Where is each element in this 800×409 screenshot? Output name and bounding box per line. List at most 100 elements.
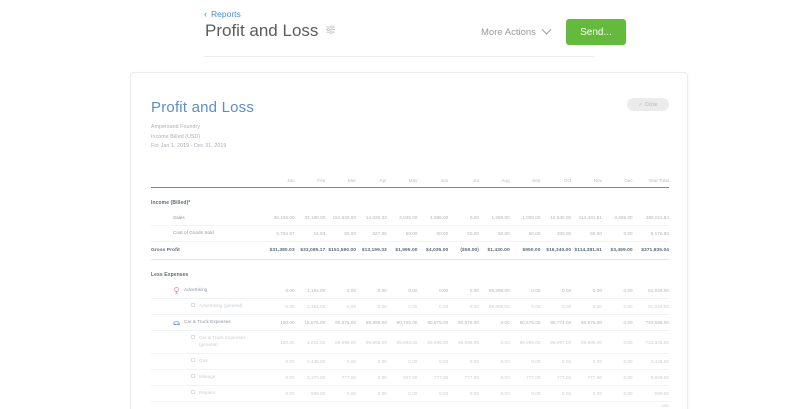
row-label: Sales (173, 214, 185, 220)
column-header-year-total: Year Total (648, 178, 669, 183)
cell-year-total: 91,049.00 (632, 298, 669, 316)
report-basis: Income Billed (USD) (151, 133, 201, 140)
total-dec: $3,499.00 (601, 241, 633, 261)
cell-feb: 15,676.00 (294, 314, 326, 332)
report-title: Profit and Loss (151, 99, 255, 116)
section-heading-row: Less Expenses (151, 260, 669, 284)
column-header-feb: Feb (317, 178, 326, 183)
cell-apr: 0.00 (356, 283, 387, 300)
cell-sep: 89,898.00 (509, 330, 541, 354)
row-label: Mileage (199, 373, 216, 379)
cell-dec: 0.00 (601, 314, 633, 332)
cell-feb: 1,151.00 (294, 283, 326, 300)
column-header-nov: Nov (593, 178, 602, 183)
cell-sep: 90,675.00 (509, 314, 541, 332)
checkbox-icon[interactable] (191, 373, 195, 378)
table-row[interactable]: Repairs 0.00 696.00 0.00 0.00 0.00 0.00 0.00 0.0… (151, 385, 669, 402)
row-label-cell: Car & Truck Expenses (151, 314, 264, 332)
checkbox-icon[interactable] (191, 303, 195, 308)
checkbox-icon[interactable] (191, 389, 195, 394)
breadcrumb-reports-link[interactable]: ‹ Reports (204, 9, 241, 19)
row-label: Gas (199, 357, 208, 363)
cell-dec: 0.00 (601, 298, 633, 316)
cell-mar: 0.00 (325, 353, 357, 370)
report-meta: Ampersand Foundry Income Billed (USD) Fo… (151, 123, 226, 152)
cell-apr: 89,898.00 (356, 314, 387, 332)
column-header-jun: Jun (440, 178, 449, 183)
total-apr: $13,199.33 (356, 241, 387, 261)
table-row[interactable]: Cost of Goods Sold 6,784.97 14.83 50.00 827.… (151, 225, 669, 243)
table-row[interactable]: Car & Truck Expenses (general) 150.00 4,91… (151, 330, 669, 354)
total-sep: $950.00 (509, 241, 541, 261)
table-row[interactable]: Sales 38,165.00 33,100.00 151,640.00 14,026.… (151, 210, 669, 227)
cell-dec: 0.00 (601, 353, 633, 370)
row-label-cell: Cost of Goods Sold (151, 225, 264, 243)
total-jul: ($50.00) (448, 241, 479, 261)
checkbox-icon[interactable] (191, 357, 195, 362)
cell-dec: 0.00 (601, 369, 633, 386)
cell-nov: 0.00 (571, 353, 602, 370)
chevron-left-icon: ‹ (204, 8, 207, 19)
cell-apr: 0.00 (356, 353, 387, 370)
cell-may: 827.00 (386, 369, 418, 386)
cell-nov: 50.00 (571, 225, 602, 243)
row-label-cell: Advertising (general) (151, 298, 264, 316)
row-label: Car & Truck Expenses (general) (198, 335, 246, 348)
cell-jul: 89,898.00 (448, 330, 479, 354)
column-header-dec: Dec (624, 178, 633, 183)
cell-apr: 0.00 (356, 385, 387, 402)
column-header-apr: Apr (379, 178, 387, 183)
send-button[interactable]: Send... (566, 19, 626, 45)
chevron-down-icon (541, 24, 552, 35)
cell-aug: 89,898.00 (479, 298, 510, 316)
cell-nov: 89,898.00 (571, 330, 602, 354)
row-label-cell: Gas (151, 353, 264, 370)
cell-year-total: 8,176.80 (632, 225, 669, 243)
cell-sep: 0.00 (509, 283, 541, 300)
cell-jul: 50.00 (448, 225, 479, 243)
section-heading-row: Income (Billed)* (151, 187, 669, 211)
filter-sliders-icon[interactable] (325, 22, 336, 40)
table-row[interactable]: Gas 0.00 2,435.00 0.00 0.00 0.00 0.00 0.00 0.00 0… (151, 353, 669, 370)
cell-oct: 0.00 (540, 385, 572, 402)
cell-jun: 0.00 (417, 385, 449, 402)
top-bar: ‹ Reports Profit and Loss More Actions S… (0, 0, 800, 60)
cell-mar: 50.00 (325, 225, 357, 243)
cell-dec: 0.00 (601, 330, 633, 354)
cell-aug: 0.00 (479, 385, 510, 402)
column-header-jul: Jul (472, 178, 479, 183)
cell-may: 0.00 (386, 298, 418, 316)
table-row[interactable]: Advertising (general) 0.00 1,151.00 0.00 0.0… (151, 298, 669, 316)
column-header-aug: Aug (501, 178, 510, 183)
cell-oct: 777.00 (540, 369, 572, 386)
cell-dec: 0.00 (601, 283, 633, 300)
cell-oct: 200.00 (540, 225, 572, 243)
cell-jan: 0.00 (263, 385, 295, 402)
row-label: Cost of Goods Sold (173, 230, 214, 236)
cell-year-total: 696.00 (632, 385, 669, 402)
cell-may: 89,898.00 (386, 330, 418, 354)
table-row[interactable]: Car & Truck Expenses 150.00 15,676.00 90,67… (151, 314, 669, 332)
cell-feb: 3,370.00 (294, 369, 326, 386)
checkbox-icon[interactable] (191, 335, 195, 340)
page-title-row: Profit and Loss (205, 21, 336, 41)
column-header-row: Jan Feb Mar Apr May Jun Jul Aug Sep Oct Nov Dec Year… (151, 178, 669, 186)
cell-sep: 0.00 (509, 353, 541, 370)
cell-dec: 3,499.00 (601, 210, 633, 227)
total-may: $1,995.00 (386, 241, 418, 261)
table-row[interactable]: Advertising 0.00 1,151.00 0.00 0.00 0.00 0.00 0… (151, 283, 669, 300)
row-label: Advertising (184, 287, 208, 293)
cell-jan: 6,784.97 (263, 225, 295, 243)
table-row[interactable]: Mileage 0.00 3,370.00 777.00 0.00 827.00 777.0… (151, 369, 669, 386)
more-actions-dropdown[interactable]: More Actions (481, 24, 552, 38)
column-header-jan: Jan (287, 178, 295, 183)
cell-year-total: 2,435.00 (632, 353, 669, 370)
cell-nov: 0.00 (571, 283, 602, 300)
close-button[interactable]: ✓ Close (627, 98, 669, 111)
cell-dec: 0.00 (601, 225, 633, 243)
cell-oct: 90,774.00 (540, 314, 572, 332)
cell-year-total: 91,049.00 (632, 283, 669, 300)
car-icon (173, 319, 180, 326)
cell-mar: 90,675.00 (325, 314, 357, 332)
row-label-cell: Sales (151, 210, 264, 227)
